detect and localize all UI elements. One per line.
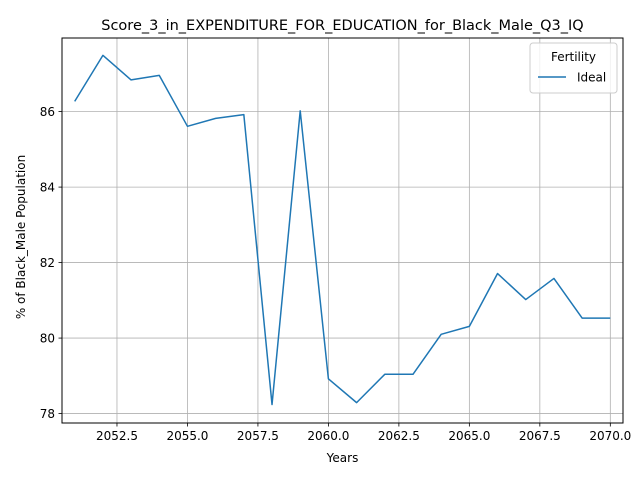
series-line-ideal (74, 54, 611, 406)
x-tick-label: 2060.0 (307, 429, 349, 443)
y-tick-label: 84 (40, 181, 55, 195)
x-tick-label: 2067.5 (519, 429, 561, 443)
legend: Fertility Ideal (529, 42, 618, 94)
x-tick-label: 2052.5 (96, 429, 138, 443)
y-tick-label: 80 (40, 332, 55, 346)
x-tick-label: 2070.0 (589, 429, 631, 443)
x-tick-label: 2065.0 (448, 429, 490, 443)
legend-title: Fertility (551, 50, 596, 64)
plot-area-frame (61, 37, 624, 424)
x-tick-label: 2062.5 (378, 429, 420, 443)
grid (62, 38, 623, 423)
y-tick-label: 86 (40, 105, 55, 119)
axis-ticks: 2052.5 2055.0 2057.5 2060.0 2062.5 2065.0 2067… (40, 105, 632, 443)
y-axis-label: % of Black_Male Population (14, 155, 28, 319)
y-tick-label: 78 (40, 407, 55, 421)
legend-entry-label: Ideal (577, 71, 606, 85)
y-tick-label: 82 (40, 256, 55, 270)
series-layer (74, 54, 611, 406)
chart-title: Score_3_in_EXPENDITURE_FOR_EDUCATION_for… (101, 18, 583, 34)
legend-box (529, 42, 618, 94)
x-tick-label: 2057.5 (237, 429, 279, 443)
x-tick-label: 2055.0 (166, 429, 208, 443)
x-axis-label: Years (326, 451, 359, 465)
